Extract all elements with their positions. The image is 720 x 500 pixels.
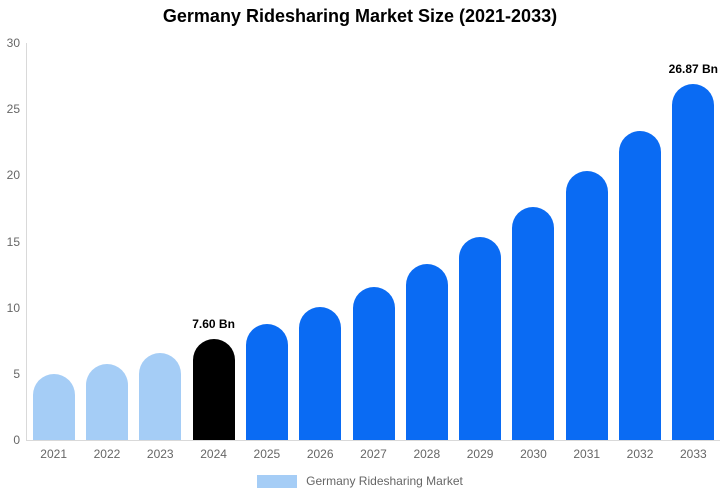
- y-axis-tick-label: 10: [6, 300, 20, 315]
- y-axis-tick-label: 20: [6, 168, 20, 183]
- x-axis-label: 2021: [40, 447, 67, 461]
- data-label-2024: 7.60 Bn: [192, 317, 235, 332]
- bar-2025[interactable]: [245, 324, 288, 440]
- bar-2031[interactable]: [565, 171, 608, 440]
- bar-2023[interactable]: [139, 352, 182, 440]
- chart-title: Germany Ridesharing Market Size (2021-20…: [162, 6, 558, 26]
- data-label-2033: 26.87 Bn: [668, 62, 719, 77]
- bar-2029[interactable]: [459, 237, 502, 440]
- bar-2032[interactable]: [619, 131, 662, 440]
- bar-2026[interactable]: [299, 306, 342, 440]
- bar-2021[interactable]: [32, 373, 75, 440]
- x-axis-label: 2024: [200, 447, 227, 461]
- y-axis-tick-label: 15: [6, 234, 20, 249]
- legend-label: Germany Ridesharing Market: [306, 474, 463, 488]
- legend-swatch: [257, 474, 298, 488]
- bar-2028[interactable]: [405, 263, 448, 440]
- x-axis-label: 2029: [466, 447, 494, 461]
- bar-2033[interactable]: [672, 84, 715, 440]
- bar-2024[interactable]: [192, 339, 235, 440]
- bar-2030[interactable]: [512, 206, 555, 440]
- y-axis-tick-label: 5: [13, 366, 20, 381]
- bar-2027[interactable]: [352, 286, 395, 440]
- legend-item[interactable]: Germany Ridesharing Market: [0, 472, 720, 490]
- bar-2022[interactable]: [85, 364, 128, 440]
- x-axis-line: [26, 440, 720, 441]
- y-axis-tick-label: 0: [13, 433, 20, 447]
- y-axis-tick-label: 30: [6, 36, 20, 50]
- x-axis-label: 2022: [93, 447, 121, 461]
- y-axis-line: [26, 43, 27, 440]
- x-axis-label: 2023: [146, 447, 174, 461]
- x-axis-label: 2028: [413, 447, 441, 461]
- y-axis-tick-label: 25: [6, 102, 20, 117]
- x-axis-label: 2032: [626, 447, 654, 461]
- x-axis-label: 2031: [573, 447, 601, 461]
- x-axis-label: 2030: [520, 447, 547, 461]
- x-axis-label: 2026: [306, 447, 334, 461]
- x-axis-label: 2027: [360, 447, 387, 461]
- x-axis-label: 2033: [679, 447, 707, 461]
- x-axis-label: 2025: [253, 447, 281, 461]
